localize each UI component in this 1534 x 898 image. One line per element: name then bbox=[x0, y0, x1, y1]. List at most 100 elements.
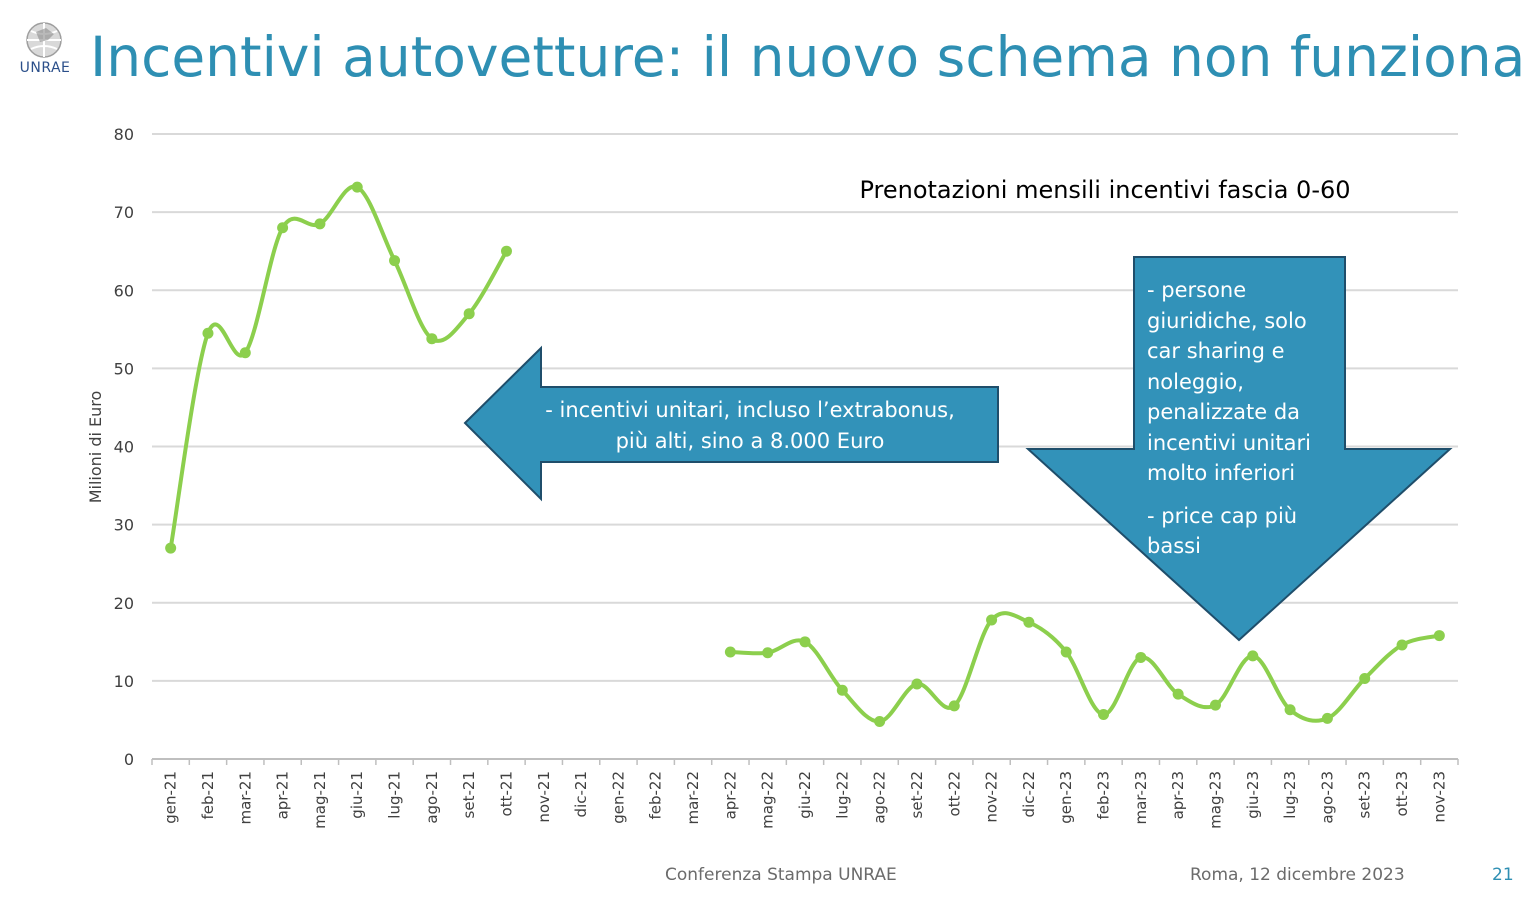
x-tick-label: mag-22 bbox=[759, 771, 777, 829]
x-tick-label: lug-22 bbox=[833, 771, 851, 819]
y-tick-label: 0 bbox=[124, 750, 134, 769]
series-line bbox=[165, 181, 1445, 727]
down-arrow-text-line-2: giuridiche, solo bbox=[1147, 309, 1307, 333]
data-point bbox=[1396, 639, 1408, 651]
slide-title: Incentivi autovetture: il nuovo schema n… bbox=[90, 25, 1526, 89]
data-point bbox=[1284, 704, 1296, 716]
page-number: 21 bbox=[1492, 865, 1514, 885]
x-tick-label: mar-22 bbox=[684, 771, 702, 825]
x-tick-label: ago-23 bbox=[1318, 771, 1336, 824]
x-tick-label: giu-22 bbox=[796, 771, 814, 819]
data-point bbox=[836, 684, 848, 696]
down-arrow-text-line-5: penalizzate da bbox=[1147, 400, 1300, 424]
data-point bbox=[762, 647, 774, 659]
left-arrow-callout bbox=[463, 345, 999, 502]
data-point bbox=[1023, 616, 1035, 628]
data-point bbox=[911, 678, 923, 690]
x-tick-label: nov-23 bbox=[1430, 771, 1448, 823]
down-arrow-text: - persone giuridiche, solo car sharing e… bbox=[1147, 278, 1311, 558]
data-point bbox=[202, 327, 214, 339]
x-tick-label: apr-23 bbox=[1169, 771, 1187, 819]
down-arrow-text-line-1: - persone bbox=[1147, 278, 1246, 302]
data-point bbox=[1321, 712, 1333, 724]
x-tick-label: apr-22 bbox=[721, 771, 739, 819]
data-point bbox=[948, 700, 960, 712]
data-point bbox=[426, 333, 438, 345]
left-arrow-text-line-2: più alti, sino a 8.000 Euro bbox=[616, 429, 885, 453]
y-tick-label: 10 bbox=[114, 672, 134, 691]
x-tick-label: feb-23 bbox=[1095, 771, 1113, 820]
x-tick-label: ott-23 bbox=[1393, 771, 1411, 816]
series-path bbox=[168, 184, 509, 551]
x-tick-label: feb-21 bbox=[199, 771, 217, 820]
down-arrow-text-line-9: bassi bbox=[1147, 534, 1201, 558]
x-tick-label: ago-21 bbox=[423, 771, 441, 824]
x-tick-label: mar-21 bbox=[236, 771, 254, 825]
data-point bbox=[799, 636, 811, 648]
x-tick-label: ott-21 bbox=[497, 771, 515, 816]
x-tick-label: gen-21 bbox=[162, 771, 180, 824]
x-tick-label: dic-21 bbox=[572, 771, 590, 817]
x-tick-label: mag-23 bbox=[1206, 771, 1224, 829]
footer-event: Conferenza Stampa UNRAE bbox=[665, 865, 897, 885]
x-tick-label: nov-22 bbox=[983, 771, 1001, 823]
data-point bbox=[463, 308, 475, 320]
y-axis-label: Milioni di Euro bbox=[86, 391, 105, 504]
y-tick-label: 30 bbox=[114, 516, 134, 535]
data-point bbox=[1098, 708, 1110, 720]
down-arrow-text-line-3: car sharing e bbox=[1147, 339, 1285, 363]
y-tick-label: 20 bbox=[114, 594, 134, 613]
chart-title: Prenotazioni mensili incentivi fascia 0-… bbox=[859, 176, 1350, 204]
data-point bbox=[1172, 688, 1184, 700]
x-tick-label: mar-23 bbox=[1132, 771, 1150, 825]
down-arrow-text-line-4: noleggio, bbox=[1147, 370, 1244, 394]
series-path bbox=[728, 611, 1442, 724]
down-arrow-text-line-7: molto inferiori bbox=[1147, 461, 1295, 485]
data-point bbox=[1247, 650, 1259, 662]
x-tick-label: gen-22 bbox=[609, 771, 627, 824]
unrae-logo: UNRAE bbox=[20, 22, 71, 76]
x-tick-label: mag-21 bbox=[311, 771, 329, 829]
data-point bbox=[389, 255, 401, 267]
x-tick-label: set-23 bbox=[1356, 771, 1374, 818]
y-tick-label: 70 bbox=[114, 203, 134, 222]
x-tick-label: feb-22 bbox=[647, 771, 665, 820]
data-point bbox=[314, 218, 326, 230]
logo-text: UNRAE bbox=[20, 60, 71, 76]
down-arrow-text-line-8: - price cap più bbox=[1147, 504, 1297, 528]
down-arrow-callout bbox=[1025, 256, 1453, 642]
data-point bbox=[1135, 651, 1147, 663]
data-point bbox=[277, 222, 289, 234]
y-tick-label: 40 bbox=[114, 438, 134, 457]
data-point bbox=[724, 646, 736, 658]
x-tick-label: giu-21 bbox=[348, 771, 366, 819]
x-tick-label: gen-23 bbox=[1057, 771, 1075, 824]
data-point bbox=[1433, 630, 1445, 642]
x-tick-label: ago-22 bbox=[871, 771, 889, 824]
down-arrow-text-line-6: incentivi unitari bbox=[1147, 431, 1311, 455]
y-tick-label: 60 bbox=[114, 281, 134, 300]
data-point bbox=[1209, 699, 1221, 711]
x-tick-label: set-21 bbox=[460, 771, 478, 818]
x-tick-label: apr-21 bbox=[274, 771, 292, 819]
y-tick-label: 50 bbox=[114, 359, 134, 378]
x-tick-label: dic-22 bbox=[1020, 771, 1038, 817]
x-tick-label: nov-21 bbox=[535, 771, 553, 823]
y-axis-ticks: 0 10 20 30 40 50 60 70 80 bbox=[114, 125, 134, 769]
x-tick-label: giu-23 bbox=[1244, 771, 1262, 819]
data-point bbox=[1060, 646, 1072, 658]
data-point bbox=[874, 716, 886, 727]
x-tick-label: lug-21 bbox=[386, 771, 404, 819]
data-point bbox=[1359, 673, 1371, 685]
data-point bbox=[986, 614, 998, 626]
data-point bbox=[500, 245, 512, 257]
data-point bbox=[239, 347, 251, 359]
x-tick-label: set-22 bbox=[908, 771, 926, 818]
x-tick-label: ott-22 bbox=[945, 771, 963, 816]
left-arrow-text-line-1: - incentivi unitari, incluso l’extrabonu… bbox=[545, 398, 955, 422]
data-point bbox=[165, 542, 177, 554]
footer-date: Roma, 12 dicembre 2023 bbox=[1190, 865, 1405, 885]
data-point bbox=[351, 181, 363, 193]
x-tick-label: lug-23 bbox=[1281, 771, 1299, 819]
